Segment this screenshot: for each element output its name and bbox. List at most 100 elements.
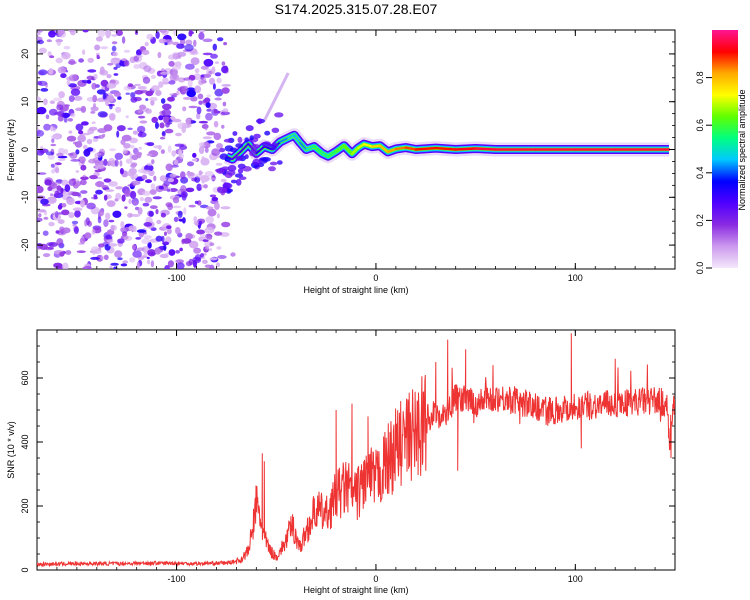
noise-blob <box>47 246 54 250</box>
noise-blob <box>179 153 185 160</box>
noise-blob <box>216 246 222 250</box>
noise-blob <box>100 79 109 87</box>
snr-ytick-label: 0 <box>20 567 30 572</box>
spectrogram-ytick-label: -20 <box>20 239 30 252</box>
noise-blob <box>121 194 126 202</box>
noise-blob <box>37 39 44 45</box>
noise-blob <box>38 80 48 87</box>
noise-blob <box>159 30 168 33</box>
noise-blob <box>180 185 187 193</box>
trace-segment <box>351 147 359 155</box>
noise-blob <box>48 221 55 227</box>
noise-blob <box>55 57 63 64</box>
noise-blob <box>125 115 129 119</box>
noise-blob <box>87 69 97 73</box>
onset-blob <box>249 150 256 157</box>
noise-blob <box>168 60 175 67</box>
noise-blob <box>149 97 158 102</box>
noise-blob <box>68 130 73 134</box>
noise-blob <box>82 30 89 33</box>
onset-blob <box>249 135 254 141</box>
noise-blob <box>146 33 154 40</box>
noise-blob <box>117 96 122 100</box>
noise-blob <box>172 53 180 60</box>
noise-blob <box>130 96 138 103</box>
noise-blob <box>202 239 209 243</box>
onset-blob <box>229 147 238 153</box>
noise-blob <box>187 161 194 167</box>
noise-blob <box>61 209 70 216</box>
noise-blob <box>141 238 151 244</box>
noise-blob <box>188 204 196 208</box>
onset-blob <box>262 141 272 148</box>
noise-blob <box>60 73 67 79</box>
noise-blob <box>92 137 99 142</box>
noise-blob <box>134 90 144 95</box>
spectrogram-ytick-label: 0 <box>20 147 30 152</box>
noise-blob <box>98 243 105 248</box>
noise-blob <box>193 248 201 254</box>
noise-blob <box>46 196 57 204</box>
noise-blob <box>82 265 93 269</box>
onset-blob <box>227 165 237 172</box>
noise-blob <box>160 71 169 75</box>
noise-blob <box>75 107 84 112</box>
noise-blob <box>203 184 208 189</box>
noise-blob <box>95 36 103 42</box>
onset-blob <box>222 182 233 189</box>
snr-series-line <box>37 333 675 568</box>
noise-blob <box>185 39 193 46</box>
noise-blob <box>144 41 149 47</box>
noise-blob <box>90 246 100 253</box>
noise-blob <box>177 122 186 130</box>
noise-blob <box>155 235 163 242</box>
noise-blob <box>162 103 172 111</box>
spectrogram-xtick-label: -100 <box>168 273 186 283</box>
noise-blob <box>186 118 191 125</box>
noise-blob <box>45 151 55 156</box>
noise-blob <box>213 132 222 141</box>
noise-blob <box>129 144 135 149</box>
spectrogram-xlabel: Height of straight line (km) <box>303 285 408 295</box>
noise-blob <box>151 116 158 123</box>
noise-blob <box>103 219 109 228</box>
noise-blob <box>216 143 223 149</box>
noise-blob <box>199 233 207 239</box>
noise-blob <box>189 30 193 37</box>
noise-blob <box>143 235 152 240</box>
noise-blob <box>113 66 118 70</box>
noise-blob <box>68 178 77 186</box>
noise-blob <box>73 95 83 101</box>
noise-blob <box>184 44 194 52</box>
noise-blob <box>38 213 42 218</box>
noise-blob <box>40 198 49 205</box>
noise-blob <box>165 252 169 257</box>
noise-blob <box>204 123 208 131</box>
noise-blob <box>171 72 178 80</box>
noise-blob <box>200 157 210 166</box>
noise-blob <box>194 85 202 94</box>
noise-blob <box>213 109 218 114</box>
noise-blob <box>54 190 60 198</box>
onset-blob <box>237 168 244 174</box>
noise-blob <box>204 264 212 268</box>
noise-blob <box>108 181 118 187</box>
noise-blob <box>96 54 100 60</box>
noise-blob <box>59 226 65 233</box>
onset-blob <box>271 127 280 133</box>
noise-blob <box>66 135 77 142</box>
noise-blob <box>154 247 161 255</box>
trace-segment <box>327 150 338 158</box>
noise-blob <box>78 130 84 135</box>
noise-blob <box>185 63 195 70</box>
onset-blob <box>237 136 243 143</box>
noise-blob <box>209 242 215 246</box>
noise-blob <box>167 260 174 268</box>
noise-blob <box>180 171 186 180</box>
noise-blob <box>129 257 136 263</box>
noise-blob <box>40 88 49 92</box>
noise-blob <box>133 201 138 205</box>
noise-blob <box>73 226 79 235</box>
noise-blob <box>121 134 132 142</box>
noise-blob <box>147 249 157 257</box>
